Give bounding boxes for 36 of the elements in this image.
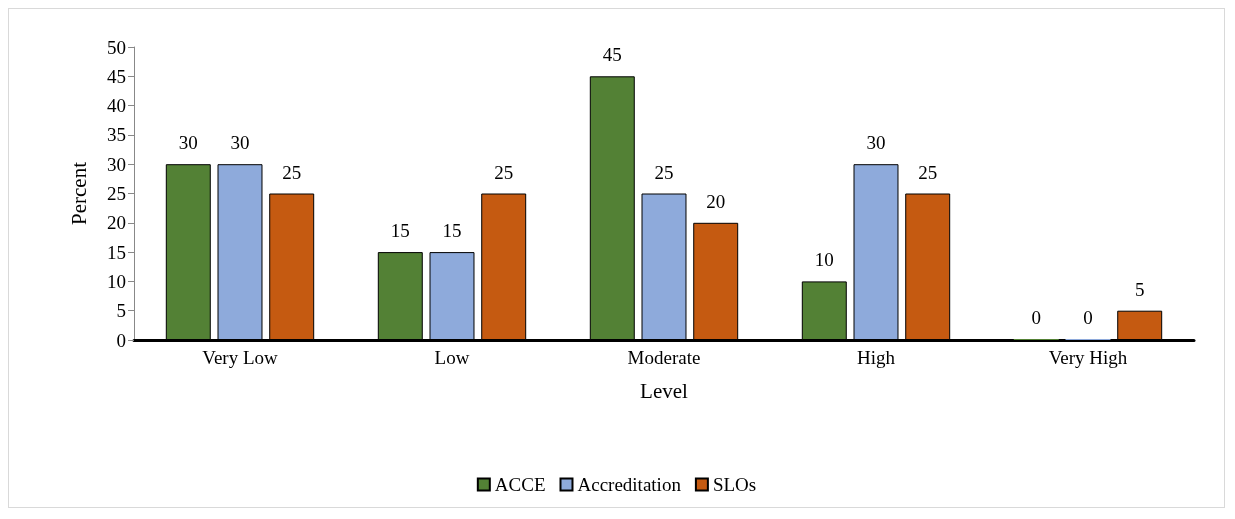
data-label: 45 <box>602 44 622 66</box>
y-tick-label: 35 <box>107 124 126 146</box>
data-label: 30 <box>866 132 886 154</box>
x-tick-label: Moderate <box>627 347 701 368</box>
y-tick-label: 5 <box>116 300 126 322</box>
legend-label: ACCE <box>494 474 546 495</box>
x-axis-title: Level <box>640 378 689 403</box>
x-tick-label: Low <box>434 347 470 368</box>
data-label: 0 <box>1083 307 1093 328</box>
y-tick-label: 25 <box>107 183 126 204</box>
x-tick-label: High <box>857 347 896 368</box>
data-label: 0 <box>1031 307 1042 328</box>
data-label: 30 <box>178 132 198 154</box>
x-tick-label: Very Low <box>202 347 278 368</box>
y-tick-label: 0 <box>116 329 126 351</box>
y-tick-label: 20 <box>107 212 126 234</box>
y-tick-label: 30 <box>107 153 126 175</box>
y-tick-label: 40 <box>107 95 126 117</box>
data-label: 25 <box>918 161 938 183</box>
data-label: 25 <box>494 161 514 183</box>
y-tick-label: 15 <box>107 241 126 263</box>
legend-label: SLOs <box>712 474 757 495</box>
x-tick-label: Very High <box>1048 347 1128 368</box>
y-tick-label: 10 <box>107 270 126 292</box>
data-label: 10 <box>814 249 834 271</box>
data-label: 15 <box>390 220 410 242</box>
y-axis-title: Percent <box>66 161 91 225</box>
y-tick-label: 45 <box>107 65 126 87</box>
data-label: 5 <box>1134 278 1145 300</box>
data-label: 15 <box>442 220 462 242</box>
data-label: 20 <box>706 190 726 212</box>
legend-label: Accreditation <box>577 474 682 495</box>
data-label: 25 <box>654 161 674 183</box>
data-label: 25 <box>282 161 302 183</box>
data-label: 30 <box>230 132 250 154</box>
y-tick-label: 50 <box>107 36 126 58</box>
